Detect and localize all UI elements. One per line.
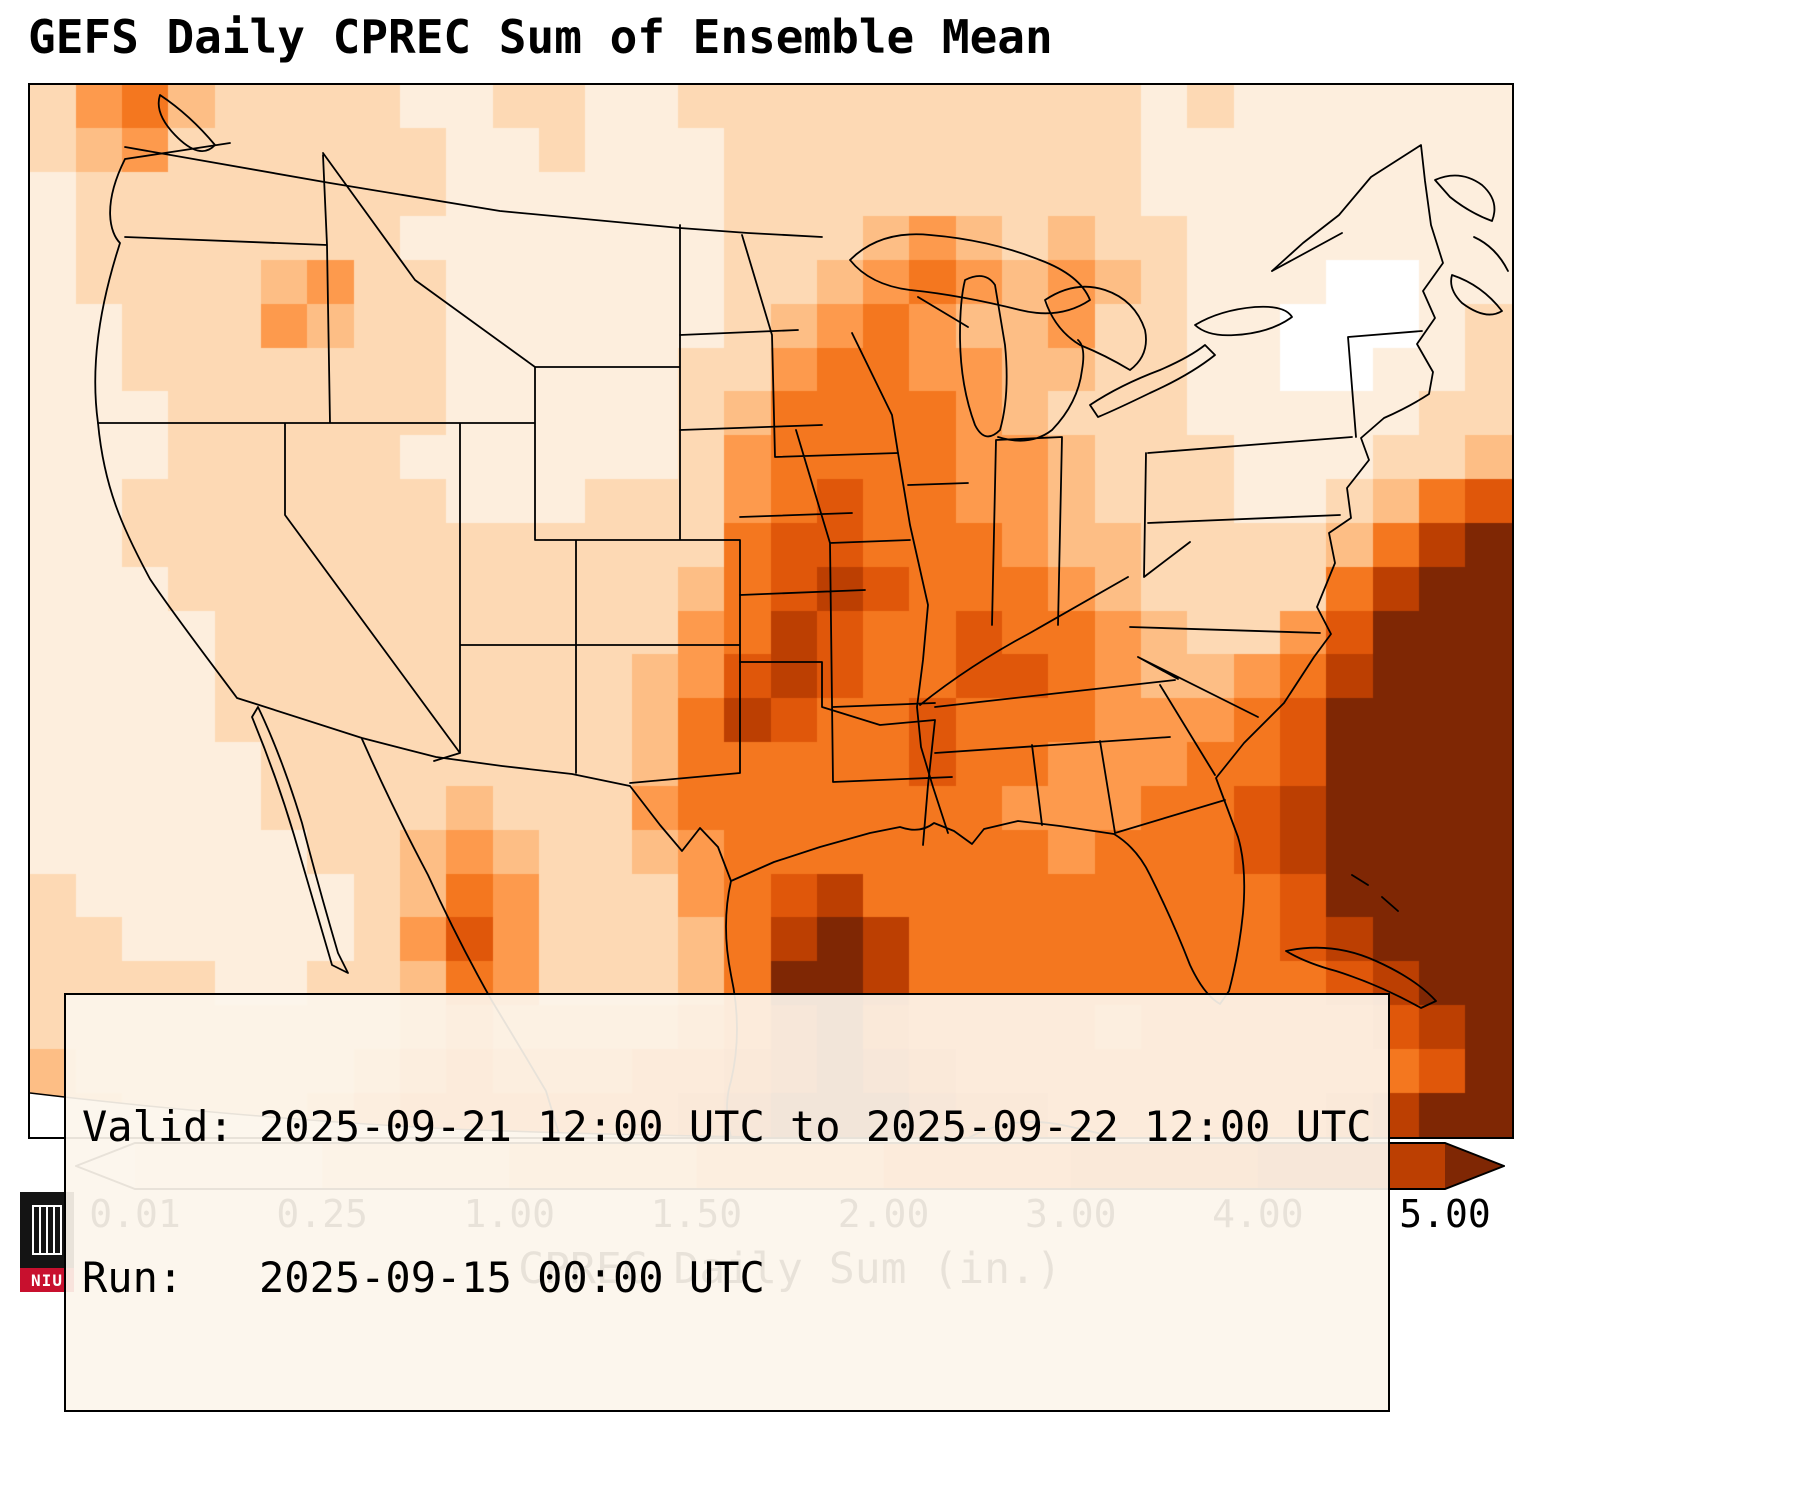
state-borders-west xyxy=(97,152,741,784)
state-borders-plains xyxy=(679,234,953,846)
state-borders-midwest xyxy=(851,296,1226,834)
castle-tower-icon xyxy=(32,1205,62,1255)
valid-run-annotation-box: Valid: 2025-09-21 12:00 UTC to 2025-09-2… xyxy=(64,993,1390,1413)
great-lakes xyxy=(849,233,1293,438)
cuba-outline xyxy=(1285,874,1437,1009)
us-outline xyxy=(94,142,1444,1005)
mexico-coastline xyxy=(251,706,1113,1137)
colorbar-tick-label: 5.00 xyxy=(1399,1192,1491,1236)
map-panel: Valid: 2025-09-21 12:00 UTC to 2025-09-2… xyxy=(28,83,1514,1413)
us-canada-border xyxy=(124,146,1343,272)
run-text: Run: 2025-09-15 00:00 UTC xyxy=(82,1252,765,1302)
geography-overlay xyxy=(30,94,1509,1137)
state-borders-east xyxy=(1129,330,1423,776)
valid-text: Valid: 2025-09-21 12:00 UTC to 2025-09-2… xyxy=(82,1101,1372,1151)
precipitation-heatmap xyxy=(30,85,1512,1137)
figure-title: GEFS Daily CPREC Sum of Ensemble Mean xyxy=(28,10,1053,64)
canada-maritime-coast xyxy=(157,94,1509,316)
